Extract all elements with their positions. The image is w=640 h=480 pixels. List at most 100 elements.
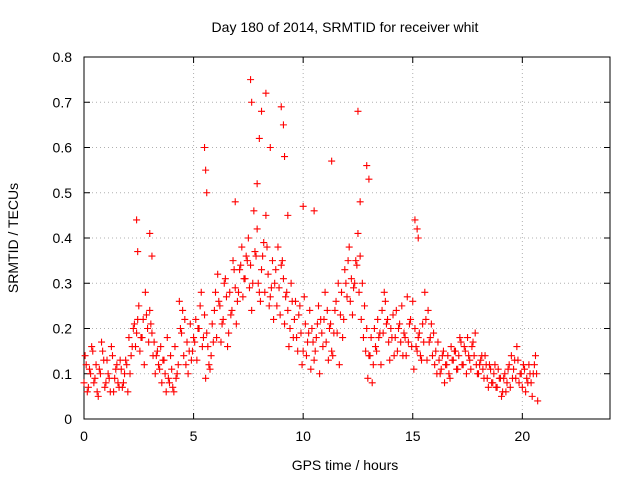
data-point bbox=[403, 293, 411, 301]
data-point bbox=[156, 365, 164, 373]
data-point bbox=[477, 356, 485, 364]
data-point bbox=[102, 379, 110, 387]
y-tick-label: 0.2 bbox=[53, 321, 73, 337]
data-point bbox=[82, 361, 90, 369]
data-point bbox=[494, 365, 502, 373]
data-point bbox=[232, 320, 240, 328]
data-point bbox=[363, 325, 371, 332]
data-point bbox=[454, 365, 462, 373]
data-point bbox=[430, 329, 438, 337]
data-point bbox=[171, 343, 179, 351]
data-point bbox=[366, 352, 374, 360]
data-point bbox=[455, 352, 463, 360]
data-point bbox=[521, 365, 529, 373]
data-point bbox=[409, 297, 417, 305]
data-point bbox=[502, 388, 510, 396]
data-point bbox=[130, 320, 138, 328]
data-point bbox=[515, 379, 523, 387]
data-point bbox=[462, 370, 470, 378]
data-point bbox=[265, 302, 273, 310]
data-point bbox=[141, 288, 149, 296]
data-point bbox=[428, 352, 436, 360]
data-point bbox=[242, 252, 250, 260]
data-point bbox=[300, 293, 308, 301]
data-point bbox=[85, 365, 93, 373]
data-point bbox=[334, 279, 342, 287]
data-point bbox=[335, 361, 343, 369]
data-point bbox=[212, 288, 219, 296]
data-point bbox=[323, 306, 331, 314]
data-point bbox=[320, 315, 328, 323]
data-point bbox=[283, 288, 291, 296]
data-point bbox=[395, 325, 403, 332]
data-point bbox=[313, 320, 321, 328]
data-point bbox=[367, 334, 375, 342]
data-point bbox=[147, 320, 155, 328]
data-point bbox=[155, 361, 163, 369]
data-point bbox=[333, 329, 341, 337]
data-point bbox=[505, 361, 513, 369]
data-point bbox=[148, 329, 156, 337]
data-point bbox=[210, 306, 218, 314]
data-point bbox=[123, 361, 131, 369]
data-point bbox=[347, 275, 355, 283]
data-point bbox=[83, 388, 91, 396]
data-point bbox=[281, 153, 289, 161]
data-point bbox=[344, 257, 352, 265]
data-point bbox=[445, 370, 453, 378]
data-point bbox=[489, 379, 497, 387]
data-point bbox=[482, 361, 490, 369]
data-point bbox=[239, 293, 247, 301]
data-point bbox=[259, 252, 267, 260]
data-point bbox=[182, 361, 190, 369]
data-point bbox=[464, 334, 472, 342]
data-point bbox=[390, 352, 398, 360]
data-point bbox=[125, 334, 133, 342]
data-point bbox=[103, 356, 111, 364]
data-point bbox=[168, 365, 176, 373]
data-point bbox=[446, 374, 454, 382]
data-point bbox=[268, 257, 276, 265]
data-point bbox=[264, 270, 272, 278]
data-points bbox=[80, 76, 542, 405]
data-point bbox=[465, 352, 473, 360]
data-point bbox=[279, 275, 287, 283]
data-point bbox=[331, 306, 339, 314]
data-point bbox=[251, 248, 259, 256]
data-point bbox=[184, 370, 192, 378]
data-point bbox=[421, 288, 429, 296]
data-point bbox=[350, 284, 358, 292]
data-point bbox=[307, 365, 315, 373]
data-point bbox=[296, 302, 304, 310]
data-point bbox=[375, 334, 383, 342]
data-point bbox=[413, 225, 421, 233]
data-point bbox=[136, 347, 144, 355]
data-point bbox=[138, 334, 146, 342]
data-point bbox=[348, 311, 356, 319]
y-tick-label: 0.4 bbox=[53, 230, 73, 246]
data-point bbox=[389, 311, 397, 319]
data-point bbox=[96, 370, 104, 378]
data-point bbox=[206, 365, 214, 373]
data-point bbox=[201, 144, 209, 151]
data-point bbox=[487, 365, 495, 373]
data-point bbox=[148, 252, 156, 260]
data-point bbox=[318, 329, 326, 337]
data-point bbox=[339, 334, 347, 342]
data-point bbox=[113, 361, 121, 369]
data-point bbox=[129, 325, 137, 332]
data-point bbox=[262, 211, 270, 219]
data-point bbox=[308, 325, 316, 332]
data-point bbox=[364, 374, 372, 382]
data-point bbox=[329, 352, 337, 360]
data-point bbox=[517, 370, 525, 378]
y-tick-label: 0.6 bbox=[53, 140, 73, 156]
data-point bbox=[89, 347, 97, 355]
data-point bbox=[356, 198, 364, 206]
data-point bbox=[398, 302, 406, 310]
data-point bbox=[173, 370, 181, 378]
data-point bbox=[311, 347, 319, 355]
data-point bbox=[248, 306, 256, 314]
data-point bbox=[114, 379, 122, 387]
